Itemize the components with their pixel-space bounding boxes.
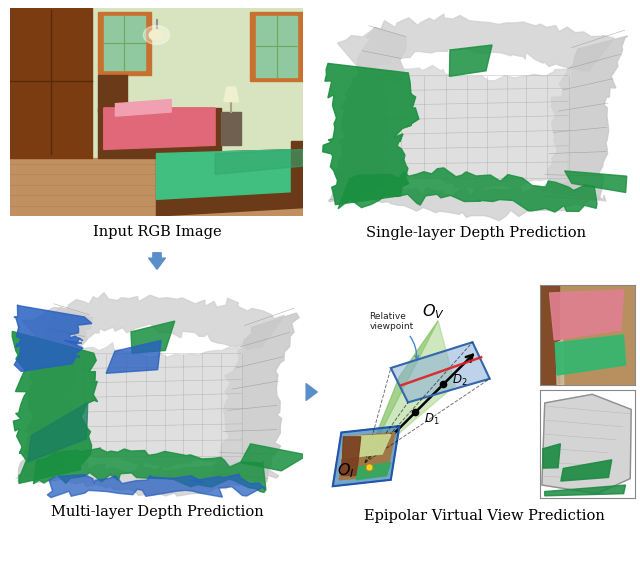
Polygon shape	[380, 66, 572, 191]
Polygon shape	[338, 168, 597, 212]
Polygon shape	[24, 458, 279, 496]
Polygon shape	[212, 313, 299, 482]
Polygon shape	[340, 180, 606, 221]
Polygon shape	[545, 485, 625, 496]
Polygon shape	[28, 403, 88, 462]
Text: Input RGB Image: Input RGB Image	[93, 225, 221, 239]
Polygon shape	[62, 343, 242, 468]
Bar	[10, 8, 92, 158]
Text: $D_1$: $D_1$	[424, 412, 440, 427]
Polygon shape	[449, 45, 492, 77]
Text: $O_I$: $O_I$	[337, 461, 355, 480]
Text: Relative
viewpoint: Relative viewpoint	[369, 312, 419, 359]
Bar	[221, 112, 241, 145]
Polygon shape	[241, 444, 308, 471]
Polygon shape	[556, 335, 625, 375]
Polygon shape	[561, 460, 612, 481]
Polygon shape	[550, 290, 623, 340]
Polygon shape	[33, 448, 266, 492]
Polygon shape	[564, 171, 627, 192]
Polygon shape	[556, 340, 564, 385]
Polygon shape	[215, 149, 303, 175]
Bar	[104, 16, 145, 70]
Bar	[291, 141, 303, 199]
Polygon shape	[365, 321, 438, 463]
Polygon shape	[131, 321, 175, 353]
Bar	[10, 8, 303, 158]
Bar	[98, 12, 150, 74]
Text: $O_V$: $O_V$	[422, 302, 445, 321]
Polygon shape	[543, 444, 561, 468]
Text: Single-layer Depth Prediction: Single-layer Depth Prediction	[366, 226, 586, 240]
Polygon shape	[333, 426, 399, 486]
Polygon shape	[329, 27, 406, 202]
Polygon shape	[341, 437, 361, 476]
Polygon shape	[157, 149, 303, 216]
Circle shape	[143, 26, 170, 44]
Polygon shape	[14, 305, 92, 372]
Polygon shape	[337, 14, 614, 71]
Bar	[256, 16, 297, 77]
Polygon shape	[391, 342, 490, 403]
Polygon shape	[12, 331, 97, 483]
Polygon shape	[47, 474, 265, 498]
Polygon shape	[104, 108, 215, 149]
Polygon shape	[365, 321, 455, 463]
Bar	[98, 74, 127, 112]
Bar	[10, 158, 303, 216]
Polygon shape	[224, 87, 239, 101]
Polygon shape	[98, 108, 221, 158]
Polygon shape	[22, 293, 284, 349]
Polygon shape	[115, 100, 171, 116]
Text: Multi-layer Depth Prediction: Multi-layer Depth Prediction	[51, 505, 264, 519]
Polygon shape	[541, 36, 628, 200]
Polygon shape	[157, 149, 303, 199]
Circle shape	[149, 30, 164, 40]
Bar	[250, 12, 303, 81]
Text: $D_2$: $D_2$	[452, 373, 467, 388]
Polygon shape	[323, 63, 419, 204]
Polygon shape	[106, 340, 161, 373]
Polygon shape	[339, 433, 395, 480]
Polygon shape	[356, 463, 391, 480]
Polygon shape	[19, 308, 93, 482]
Text: Epipolar Virtual View Prediction: Epipolar Virtual View Prediction	[364, 509, 604, 523]
Polygon shape	[341, 435, 391, 458]
Polygon shape	[540, 285, 559, 385]
Polygon shape	[542, 395, 631, 494]
